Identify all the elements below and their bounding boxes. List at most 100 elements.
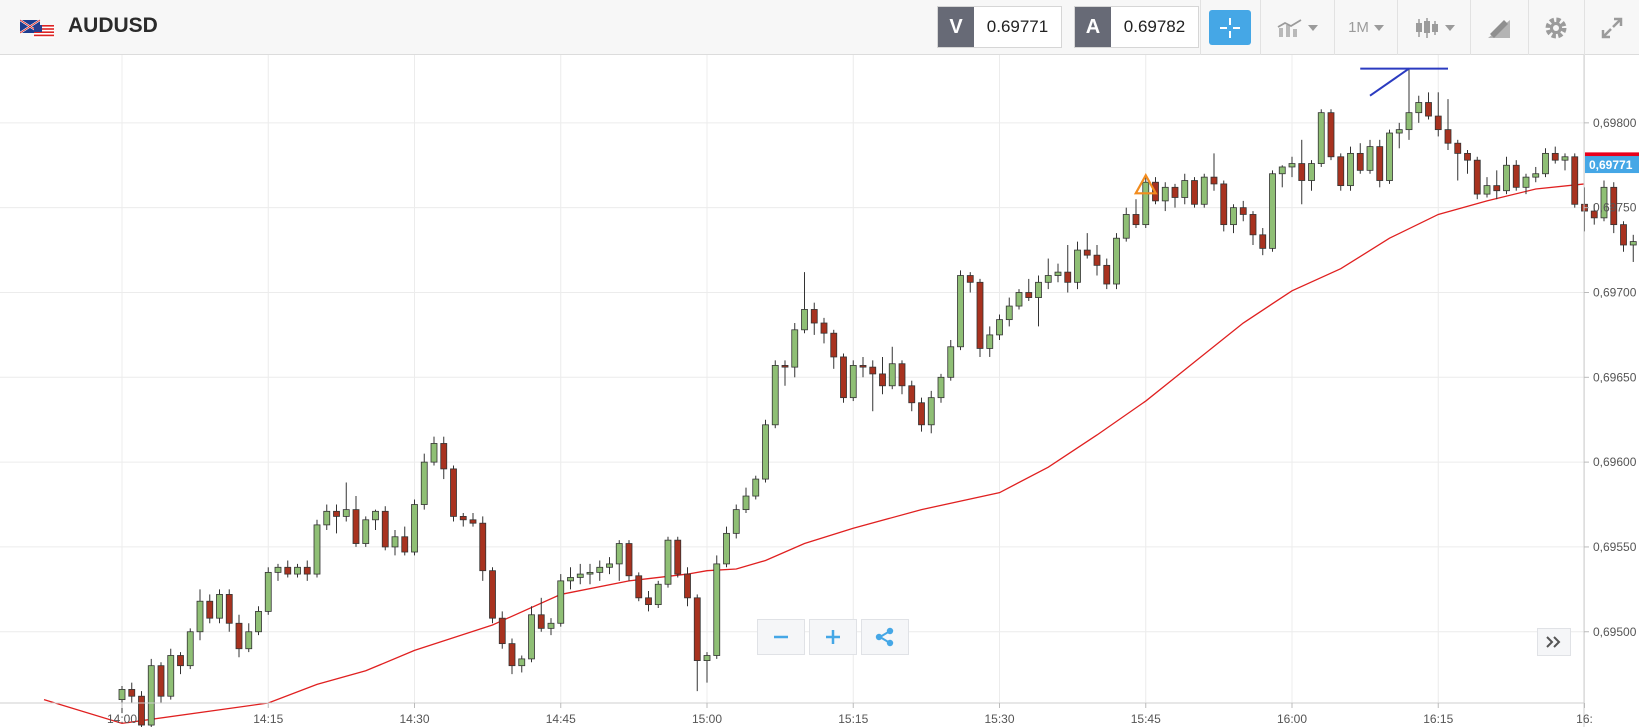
candle-body [284,566,292,575]
candle [196,589,204,641]
candle-body [947,346,955,378]
candle-body [362,519,370,544]
crosshair-button[interactable] [1209,10,1251,45]
candle [1405,68,1413,140]
candle-body [1200,176,1208,205]
candle [859,356,867,378]
candle [713,555,721,659]
candle [1590,204,1598,225]
candle [1542,148,1549,178]
candle-body [1620,224,1627,246]
candle [1103,258,1111,290]
candle-body [381,510,389,548]
candle [459,513,467,527]
candle [303,560,311,581]
candle [1444,99,1452,150]
candle [255,606,262,636]
candle-body [294,566,301,575]
candle [625,540,633,581]
candle-body [1035,281,1042,298]
candle [479,516,487,581]
candle-body [1181,180,1189,198]
candle-body [879,373,886,387]
candle-body [1551,152,1559,161]
candle [1512,160,1520,191]
y-tick-label: 0,69700 [1593,285,1637,299]
candle [908,380,916,412]
candle [1259,228,1267,256]
candle [927,390,935,434]
candle-body [547,622,555,629]
candle [1610,182,1618,234]
candle [177,652,184,675]
fullscreen-button[interactable] [1585,0,1639,55]
candle-body [645,597,652,606]
candle [918,397,925,432]
timeframe-selector[interactable]: 1M [1336,0,1396,55]
candle-body [186,631,194,667]
zoom-out-button[interactable] [757,619,805,655]
candle-body [654,583,662,606]
candle-body [411,504,418,553]
candle-body [1074,249,1081,283]
candle-body [235,622,243,650]
candle-body [859,365,867,368]
draw-tools-button[interactable] [1471,0,1527,55]
share-button[interactable] [861,619,909,655]
candle-body [888,363,896,387]
candle [654,580,662,609]
indicators-button[interactable] [1262,0,1332,55]
candle-body [1230,207,1237,226]
candle [615,540,623,581]
scroll-right-button[interactable] [1537,628,1571,656]
candle [1083,233,1091,259]
candle-body [596,566,604,573]
candle [879,356,886,395]
candle [986,326,994,357]
settings-button[interactable] [1529,0,1583,55]
candle [1200,173,1208,208]
candle [957,270,964,351]
candle [1395,122,1403,149]
crosshair-icon [1220,17,1240,38]
price-tags: 0,69771 [1585,152,1639,174]
candle [888,346,896,390]
candle [1376,139,1384,188]
candle-body [908,385,916,404]
sell-price-box[interactable]: V 0.69771 [937,6,1062,48]
candle [781,360,789,386]
candle [723,526,730,568]
candle [411,499,418,556]
candle-body [1434,115,1442,131]
zoom-in-button[interactable] [809,619,857,655]
candle [752,475,760,500]
candle [235,614,243,658]
candle-body [1629,241,1637,246]
candle-body [177,655,184,667]
candle-body [752,478,760,497]
chart-type-button[interactable] [1399,0,1469,55]
price-chart[interactable]: 0,69500 0,69550 0,69600 0,69650 0,69700 0,697… [0,55,1639,727]
buy-price-box[interactable]: A 0.69782 [1074,6,1199,48]
candle-body [713,563,721,656]
toolbar: AUDUSD V 0.69771 A 0.69782 1M [0,0,1639,55]
candle [264,567,272,615]
current-price-label: 0,69771 [1589,158,1633,172]
candle-body [1064,271,1072,283]
candle-body [1571,156,1579,205]
candle [1181,173,1189,205]
candle-body [576,573,584,578]
candle-body [508,643,516,667]
candle [381,506,389,551]
candle-body [586,571,594,575]
sell-price: 0.69771 [986,17,1049,36]
y-tick-label: 0,69800 [1593,116,1637,130]
candle-body [801,309,808,331]
candle-body [401,536,409,553]
candle [937,373,945,403]
candle [1620,221,1627,252]
candle-body [1493,185,1501,192]
candle-body [664,539,672,585]
buy-price: 0.69782 [1123,17,1186,36]
